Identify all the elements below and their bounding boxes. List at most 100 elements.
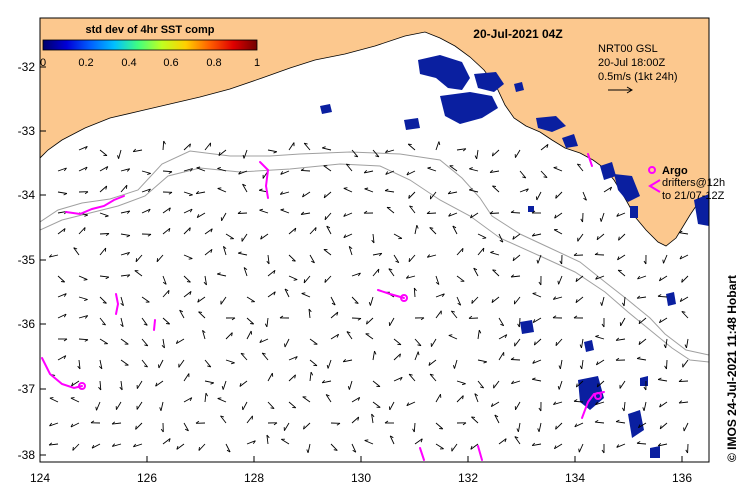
current-vector-head bbox=[499, 239, 504, 243]
current-vector-head bbox=[364, 187, 369, 190]
current-vector-head bbox=[473, 267, 478, 271]
current-vector bbox=[246, 296, 255, 303]
current-vector bbox=[679, 401, 689, 404]
current-vector-head bbox=[343, 213, 347, 217]
current-vector bbox=[99, 317, 106, 326]
current-vector-head bbox=[273, 270, 276, 274]
current-vector bbox=[519, 170, 527, 179]
colorbar-title: std dev of 4hr SST comp bbox=[86, 24, 215, 36]
current-vector-head bbox=[378, 252, 383, 257]
current-vector bbox=[141, 208, 151, 214]
colorbar-tick: 1 bbox=[254, 57, 260, 69]
current-vector-head bbox=[371, 413, 375, 418]
current-vector-head bbox=[291, 260, 296, 262]
current-vector bbox=[243, 149, 248, 159]
current-vector bbox=[409, 205, 416, 214]
current-vector bbox=[225, 359, 235, 364]
current-vector bbox=[288, 374, 296, 382]
plot-frame bbox=[39, 17, 710, 463]
current-vector-head bbox=[514, 436, 519, 439]
current-vector bbox=[351, 272, 361, 277]
current-vector-head bbox=[250, 323, 254, 325]
lat-label: -35 bbox=[18, 253, 36, 267]
current-vector-head bbox=[342, 358, 347, 363]
current-vector bbox=[448, 191, 458, 195]
current-vector bbox=[532, 378, 542, 382]
current-vector-head bbox=[579, 365, 583, 370]
current-vector bbox=[364, 440, 374, 445]
lat-label: -38 bbox=[18, 448, 36, 462]
current-vector bbox=[595, 335, 605, 340]
current-vector-head bbox=[409, 205, 414, 208]
sst-patch bbox=[320, 104, 332, 114]
current-vector-head bbox=[280, 208, 285, 211]
current-vector bbox=[57, 275, 66, 283]
current-vector bbox=[595, 275, 605, 280]
current-vector bbox=[372, 268, 380, 277]
current-vector bbox=[617, 254, 626, 261]
current-vector bbox=[266, 317, 269, 327]
colorbar-tick: 0.4 bbox=[121, 57, 136, 69]
current-vector bbox=[120, 184, 128, 193]
sst-patch bbox=[528, 206, 534, 212]
current-vector-head bbox=[525, 188, 529, 192]
current-vector-head bbox=[231, 317, 236, 321]
current-vector-head bbox=[126, 235, 131, 238]
current-vector bbox=[351, 443, 357, 453]
current-vector-head bbox=[336, 311, 339, 316]
current-vector-head bbox=[195, 420, 200, 424]
current-vector-head bbox=[555, 425, 557, 430]
argo-float-marker bbox=[594, 392, 602, 400]
current-vector-head bbox=[135, 258, 138, 262]
current-vector-head bbox=[189, 291, 192, 295]
current-vector-head bbox=[412, 428, 415, 433]
current-vector bbox=[91, 443, 101, 449]
current-vector bbox=[426, 212, 437, 215]
current-vector-head bbox=[223, 246, 227, 250]
current-vector bbox=[515, 401, 521, 411]
current-vector bbox=[407, 143, 416, 151]
current-vector bbox=[183, 168, 193, 172]
current-vector-head bbox=[532, 360, 536, 364]
current-vector-head bbox=[188, 258, 193, 260]
current-vector bbox=[574, 422, 584, 428]
current-vector-head bbox=[469, 188, 473, 191]
current-vector-head bbox=[470, 214, 473, 219]
current-vector bbox=[554, 212, 563, 219]
current-vector-head bbox=[490, 250, 494, 253]
current-vector bbox=[581, 359, 584, 369]
current-vector-head bbox=[210, 249, 213, 253]
current-vector-head bbox=[147, 188, 151, 193]
drifter-track bbox=[419, 447, 425, 461]
current-vector-head bbox=[552, 296, 557, 300]
sst-patch bbox=[474, 72, 504, 92]
current-vector-head bbox=[471, 299, 473, 304]
current-vector-head bbox=[491, 299, 494, 303]
current-vector-head bbox=[343, 234, 347, 238]
current-vector-head bbox=[615, 419, 620, 423]
current-vector bbox=[448, 212, 458, 217]
current-vector-head bbox=[615, 357, 620, 361]
current-vector bbox=[183, 208, 193, 214]
current-vector bbox=[78, 338, 89, 341]
current-vector-head bbox=[408, 194, 410, 199]
current-vector-head bbox=[217, 397, 222, 399]
current-vector bbox=[301, 292, 311, 298]
current-vector-head bbox=[104, 215, 109, 218]
current-vector bbox=[366, 317, 374, 325]
current-vector-head bbox=[580, 218, 583, 223]
current-vector-head bbox=[273, 422, 278, 426]
current-vector bbox=[162, 338, 165, 348]
current-vector bbox=[623, 296, 626, 307]
current-vector-head bbox=[63, 193, 68, 196]
current-vector bbox=[408, 191, 416, 199]
current-vector bbox=[136, 401, 143, 410]
current-vector bbox=[204, 275, 207, 285]
current-vector bbox=[553, 401, 563, 406]
argo-float-marker bbox=[78, 382, 86, 390]
current-vector-head bbox=[117, 155, 120, 159]
current-vector-head bbox=[63, 338, 68, 342]
current-vector bbox=[220, 296, 227, 305]
current-vector bbox=[616, 212, 626, 217]
current-vector bbox=[369, 296, 374, 306]
